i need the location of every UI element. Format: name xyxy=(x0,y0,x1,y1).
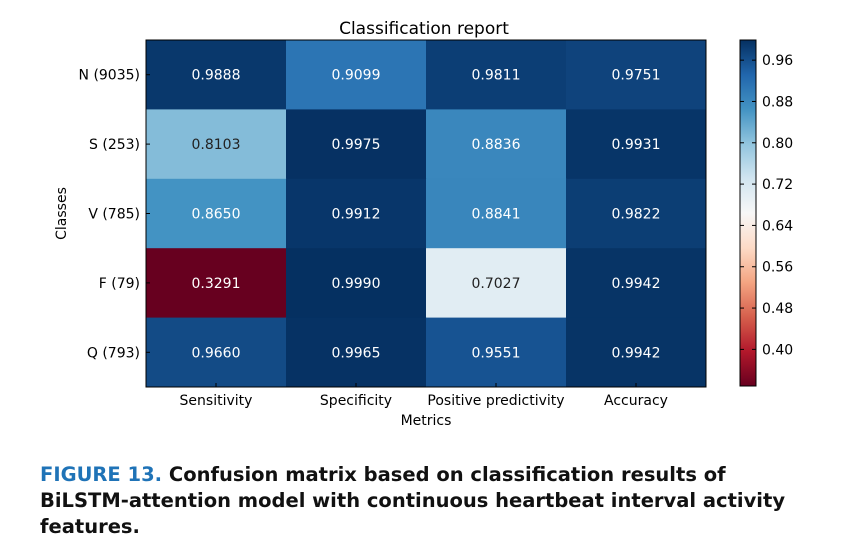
figure-label: FIGURE 13. xyxy=(40,463,163,486)
y-axis-label: Classes xyxy=(54,187,70,240)
heatmap-cell xyxy=(426,248,567,319)
colorbar-tick-label: 0.88 xyxy=(762,94,793,110)
cell-value-label: 0.8836 xyxy=(472,137,521,153)
heatmap-cells: 0.9888 0.9099 0.9811 0.9751 0.8103 0.9975 0.88… xyxy=(146,40,707,388)
colorbar-tick-label: 0.40 xyxy=(762,342,793,358)
heatmap-cell xyxy=(146,178,287,249)
heatmap-cell xyxy=(566,248,707,319)
heatmap-figure: Classification report 0.9888 0.9099 0.9811… xyxy=(54,19,793,429)
colorbar xyxy=(739,39,757,387)
cell-value-label: 0.9975 xyxy=(332,137,381,153)
column-label: Specificity xyxy=(320,393,392,409)
cell-value-label: 0.9811 xyxy=(472,68,521,84)
cell-value-label: 0.8650 xyxy=(192,207,241,223)
cell-value-label: 0.8841 xyxy=(472,207,521,223)
row-label: F (79) xyxy=(99,276,140,292)
cell-value-label: 0.9990 xyxy=(332,276,381,292)
row-label: Q (793) xyxy=(87,345,140,361)
row-labels: N (9035) S (253) V (785) F (79) Q (793) xyxy=(79,68,150,361)
x-axis-label: Metrics xyxy=(401,413,452,429)
heatmap-cell xyxy=(566,109,707,180)
figure-caption-text: Confusion matrix based on classification… xyxy=(40,463,786,538)
heatmap-cell xyxy=(146,109,287,180)
row-label: N (9035) xyxy=(79,68,140,84)
cell-value-label: 0.9099 xyxy=(332,68,381,84)
cell-value-label: 0.9942 xyxy=(612,345,661,361)
colorbar-ticks: 0.96 0.88 0.80 0.72 0.64 0.56 0.48 0.40 xyxy=(740,53,793,358)
colorbar-tick-label: 0.80 xyxy=(762,136,793,152)
colorbar-tick-label: 0.64 xyxy=(762,218,793,234)
colorbar-tick-label: 0.48 xyxy=(762,301,793,317)
cell-value-label: 0.9942 xyxy=(612,276,661,292)
cell-value-label: 0.9751 xyxy=(612,68,661,84)
colorbar-tick-label: 0.56 xyxy=(762,260,793,276)
column-label: Sensitivity xyxy=(180,393,253,409)
heatmap-cell xyxy=(566,317,707,388)
cell-value-label: 0.9965 xyxy=(332,345,381,361)
heatmap-cell xyxy=(426,178,567,249)
column-labels: Sensitivity Specificity Positive predictiv… xyxy=(180,383,668,409)
heatmap-cell xyxy=(286,248,427,319)
chart-title: Classification report xyxy=(339,19,509,39)
heatmap-cell xyxy=(286,40,427,110)
heatmap-cell xyxy=(146,317,287,388)
heatmap-cell xyxy=(426,40,567,110)
column-label: Positive predictivity xyxy=(427,393,564,409)
heatmap-cell xyxy=(146,40,287,110)
cell-value-label: 0.3291 xyxy=(192,276,241,292)
heatmap-cell xyxy=(426,109,567,180)
colorbar-tick-label: 0.72 xyxy=(762,177,793,193)
cell-value-label: 0.8103 xyxy=(192,137,241,153)
colorbar-tick-label: 0.96 xyxy=(762,53,793,69)
cell-value-label: 0.9822 xyxy=(612,207,661,223)
column-label: Accuracy xyxy=(604,393,668,409)
heatmap-cell xyxy=(286,178,427,249)
cell-value-label: 0.9551 xyxy=(472,345,521,361)
row-label: S (253) xyxy=(89,137,140,153)
heatmap-cell xyxy=(566,178,707,249)
cell-value-label: 0.7027 xyxy=(472,276,521,292)
cell-value-label: 0.9660 xyxy=(192,345,241,361)
heatmap-cell xyxy=(426,317,567,388)
cell-value-label: 0.9931 xyxy=(612,137,661,153)
heatmap-cell xyxy=(286,109,427,180)
heatmap-cell xyxy=(566,40,707,110)
heatmap-cell xyxy=(286,317,427,388)
cell-value-label: 0.9912 xyxy=(332,207,381,223)
cell-value-label: 0.9888 xyxy=(192,68,241,84)
row-label: V (785) xyxy=(88,207,140,223)
figure-caption: FIGURE 13. Confusion matrix based on cla… xyxy=(40,462,800,540)
heatmap-cell xyxy=(146,248,287,319)
